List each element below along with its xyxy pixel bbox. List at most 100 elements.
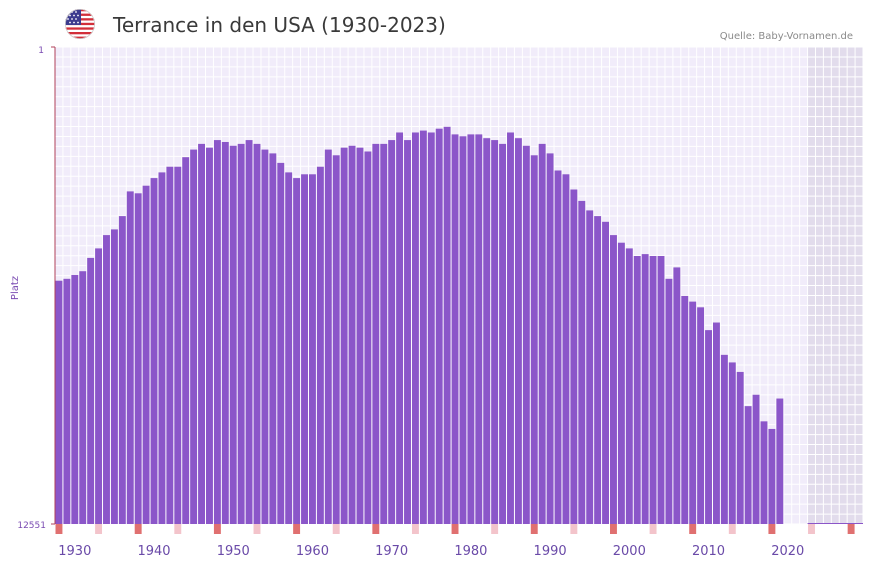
tick-mark [610, 524, 617, 534]
bar [451, 134, 459, 525]
tick-mark [530, 524, 538, 534]
tick-mark [372, 524, 380, 534]
bar [213, 140, 221, 524]
bar [499, 143, 507, 524]
bar [95, 248, 103, 524]
bar [316, 166, 324, 525]
bar [617, 242, 625, 524]
bar [198, 143, 206, 524]
bar [475, 134, 483, 525]
bar [245, 140, 253, 524]
bar [103, 235, 110, 524]
bar [63, 278, 71, 524]
bar [332, 155, 340, 524]
bar [443, 126, 451, 525]
bar [649, 256, 657, 524]
bar [633, 256, 641, 524]
bar [221, 141, 229, 524]
bar [697, 307, 705, 524]
bar [308, 174, 316, 524]
tick-mark [411, 524, 419, 534]
bar [507, 132, 514, 524]
bar [467, 134, 475, 525]
bar [570, 189, 578, 524]
bar [720, 354, 728, 524]
bar [372, 143, 380, 524]
x-tick-label: 1990 [534, 544, 567, 559]
bar [491, 140, 499, 524]
bar [348, 145, 356, 524]
bar [411, 132, 419, 524]
bar [625, 248, 633, 524]
bar [166, 166, 174, 525]
bar [522, 145, 530, 524]
bar [562, 174, 570, 524]
bar [641, 254, 649, 525]
bar [404, 140, 411, 524]
axis-labels: 1 12551 Platz 1930 1940 1950 1960 1970 1980 19… [10, 46, 804, 559]
x-tick-label: 1940 [137, 544, 170, 559]
usa-flag-icon [65, 9, 95, 39]
bar [728, 362, 736, 524]
tick-mark [808, 524, 815, 534]
bar [459, 136, 467, 525]
bar [55, 280, 63, 524]
bar [277, 162, 285, 524]
bar [586, 210, 594, 525]
bar [71, 275, 79, 524]
bar [261, 149, 269, 525]
bar [126, 191, 134, 524]
bar [182, 157, 190, 524]
bar [483, 138, 491, 524]
tick-mark [332, 524, 340, 534]
bar [253, 143, 261, 524]
bar [673, 267, 681, 524]
x-tick-marks [55, 524, 855, 534]
bar [269, 153, 277, 524]
bar [776, 398, 784, 524]
bar [324, 149, 332, 525]
bar [388, 140, 396, 524]
tick-mark [95, 524, 103, 534]
tick-mark [649, 524, 657, 534]
bar [427, 132, 435, 524]
bar [87, 257, 95, 524]
bar [578, 200, 586, 524]
y-tick-bottom: 12551 [17, 521, 46, 531]
bar [134, 193, 142, 524]
tick-mark [134, 524, 142, 534]
bar [689, 301, 697, 524]
y-axis-title: Platz [10, 276, 21, 300]
bar [396, 132, 404, 524]
bar [150, 178, 158, 524]
bar [744, 406, 752, 524]
tick-mark [253, 524, 261, 534]
tick-mark [847, 524, 855, 534]
bar [118, 216, 126, 524]
tick-mark [174, 524, 182, 534]
source-label: Quelle: Baby-Vornamen.de [719, 31, 853, 42]
bar [554, 170, 562, 524]
x-tick-label: 2020 [771, 544, 804, 559]
tick-mark [570, 524, 578, 534]
bar [435, 128, 443, 524]
bar [665, 278, 673, 524]
tick-mark [768, 524, 776, 534]
bar [594, 216, 602, 524]
bar [657, 256, 665, 524]
bar [705, 330, 712, 524]
bar [736, 371, 744, 524]
bar [190, 149, 198, 525]
tick-mark [451, 524, 459, 534]
x-tick-label: 2010 [692, 544, 725, 559]
x-tick-label: 1960 [296, 544, 329, 559]
bar [514, 138, 522, 524]
tick-mark [728, 524, 736, 534]
bar [79, 271, 87, 524]
y-tick-top: 1 [38, 46, 44, 56]
bar [768, 428, 776, 524]
tick-mark [213, 524, 221, 534]
bar [546, 153, 554, 524]
bar [610, 235, 617, 524]
